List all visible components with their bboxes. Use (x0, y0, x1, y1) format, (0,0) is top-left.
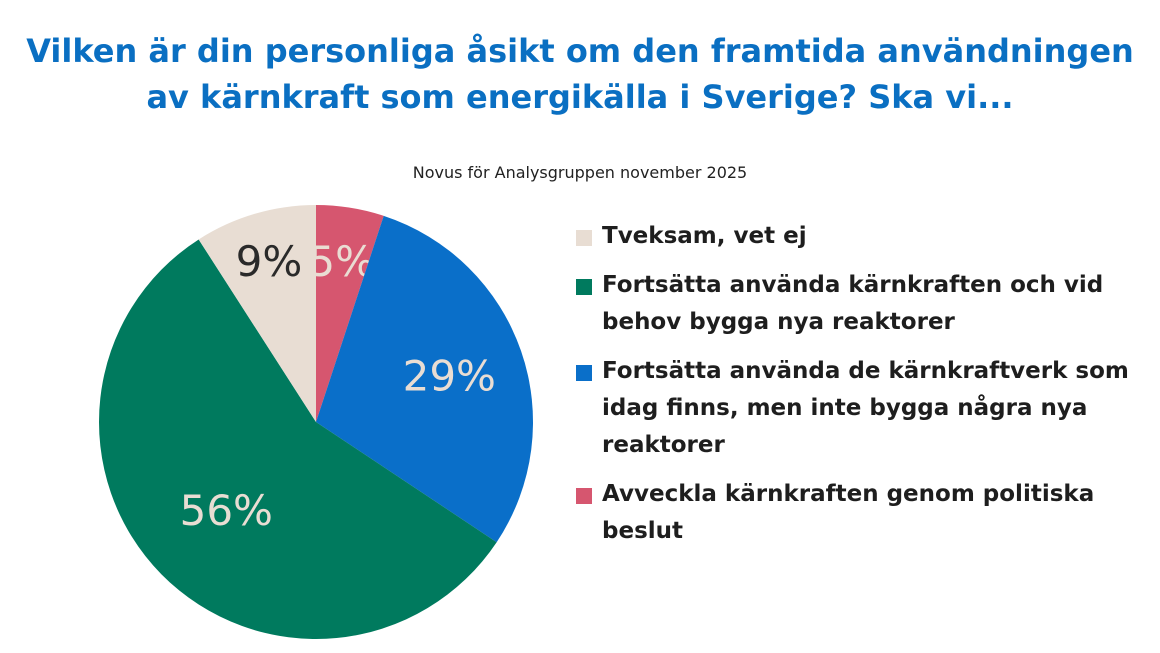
pie-slice (198, 205, 316, 422)
pie-slice (99, 239, 497, 640)
legend-swatch (576, 365, 592, 381)
chart-title: Vilken är din personliga åsikt om den fr… (0, 28, 1160, 120)
legend-swatch (576, 279, 592, 295)
pie-slice-label: 9% (236, 237, 303, 286)
legend-item-continue-and-build: Fortsätta använda kärnkraften och vid be… (576, 267, 1146, 341)
chart-title-line-2: av kärnkraft som energikälla i Sverige? … (146, 78, 1014, 116)
legend-item-undecided: Tveksam, vet ej (576, 218, 1146, 255)
legend-swatch (576, 230, 592, 246)
chart-legend: Tveksam, vet ej Fortsätta använda kärnkr… (576, 218, 1146, 562)
chart-title-line-1: Vilken är din personliga åsikt om den fr… (26, 32, 1134, 70)
pie-slice (316, 215, 533, 543)
pie-slice-label: 29% (403, 351, 496, 400)
pie-chart: 5%29%56%9% (99, 205, 533, 640)
legend-label: Avveckla kärnkraften genom politiska bes… (602, 481, 1095, 544)
legend-label: Fortsätta använda kärnkraften och vid be… (602, 272, 1104, 335)
legend-label: Fortsätta använda de kärnkraftverk som i… (602, 358, 1129, 458)
chart-subtitle: Novus för Analysgruppen november 2025 (412, 163, 748, 182)
legend-item-phase-out: Avveckla kärnkraften genom politiska bes… (576, 476, 1146, 550)
pie-slice-label: 56% (180, 486, 273, 535)
legend-swatch (576, 488, 592, 504)
legend-label: Tveksam, vet ej (602, 223, 807, 249)
legend-item-continue-no-new: Fortsätta använda de kärnkraftverk som i… (576, 353, 1146, 464)
pie-slice (316, 205, 384, 422)
